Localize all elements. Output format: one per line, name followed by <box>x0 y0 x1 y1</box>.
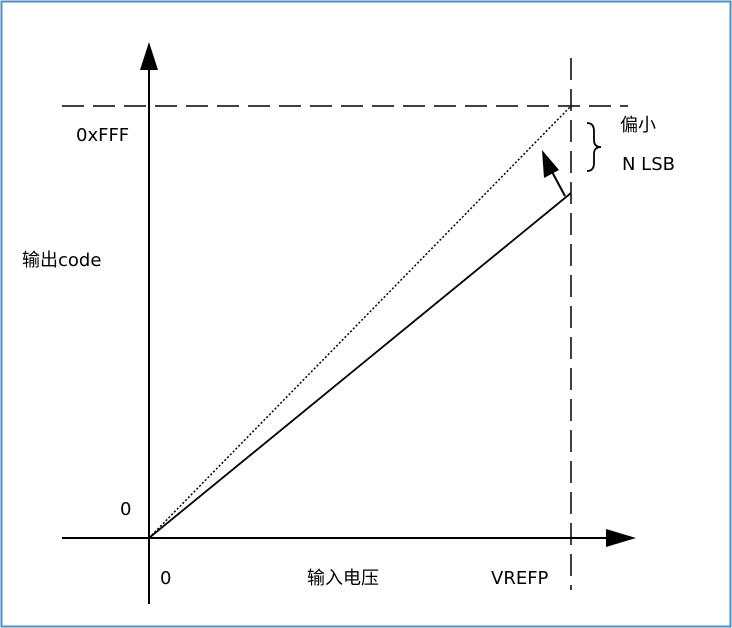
y-axis-label: 输出code <box>22 250 101 271</box>
x-ref-label: VREFP <box>491 568 549 589</box>
actual-transfer-line <box>148 192 572 539</box>
ideal-transfer-line <box>148 105 572 539</box>
x-axis-label: 输入电压 <box>307 568 379 589</box>
y-axis-arrow <box>140 42 158 70</box>
correction-arrow-head <box>542 150 559 178</box>
offset-label-line2: N LSB <box>622 154 675 175</box>
x-axis-arrow <box>606 529 636 547</box>
y-max-label: 0xFFF <box>76 125 129 146</box>
y-zero-label: 0 <box>120 499 131 520</box>
offset-brace <box>586 122 602 172</box>
x-zero-label: 0 <box>160 568 171 589</box>
offset-label-line1: 偏小 <box>620 115 656 136</box>
correction-arrow-shaft <box>550 169 566 197</box>
